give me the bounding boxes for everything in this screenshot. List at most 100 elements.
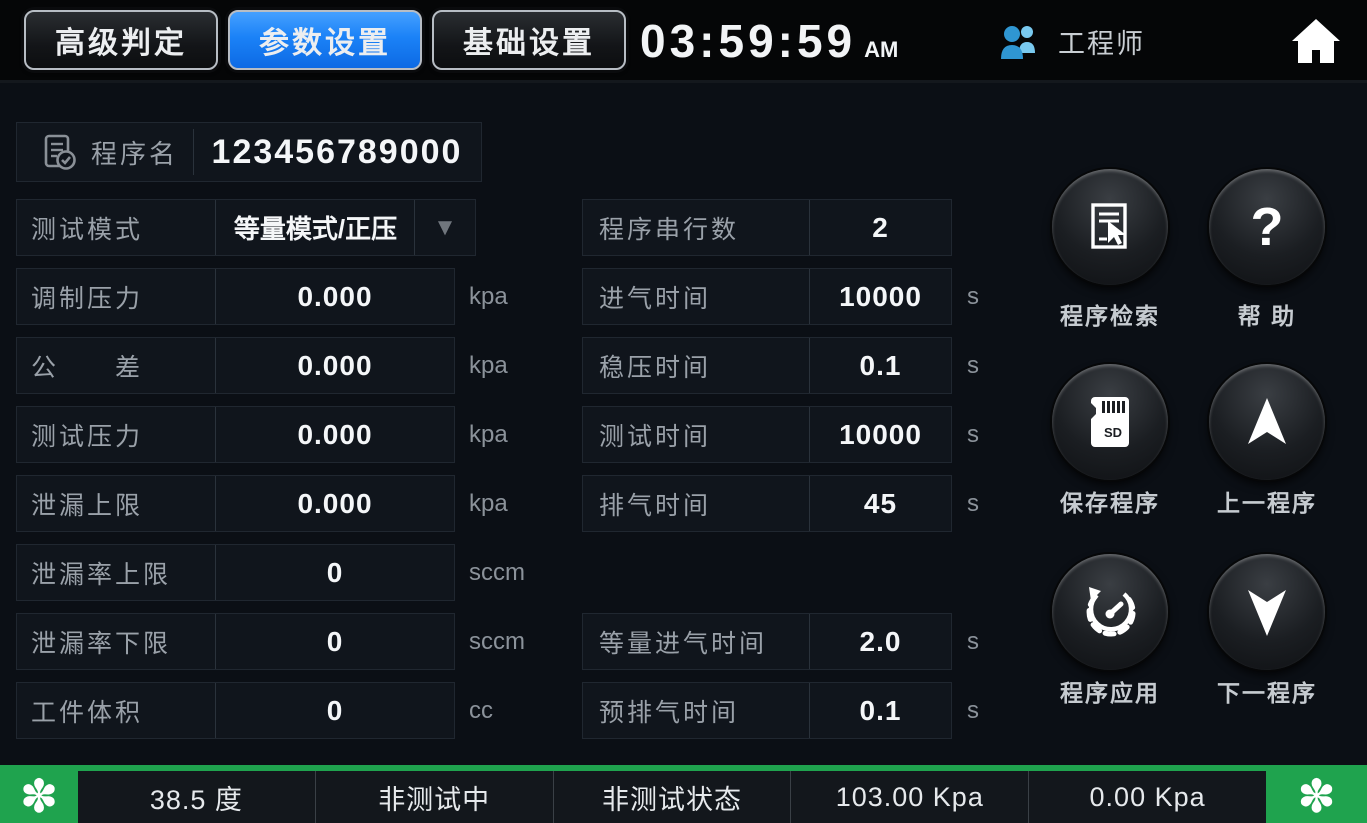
param-label: 测试时间 xyxy=(599,422,712,451)
param-unit: sccm xyxy=(469,627,525,655)
program-name-row: 程序名 123456789000 xyxy=(16,122,482,182)
home-icon xyxy=(1292,19,1340,63)
param-unit: s xyxy=(967,351,979,379)
param-row-intake-time: 进气时间 10000 s xyxy=(582,268,979,325)
param-row-leak-rate-lower: 泄漏率下限 0 sccm xyxy=(16,613,525,670)
param-value-field[interactable]: 2 xyxy=(809,200,951,255)
param-label: 测试压力 xyxy=(31,422,144,451)
clock-time: 03:59:59 xyxy=(640,15,857,67)
param-unit: s xyxy=(967,282,979,310)
help-icon: ? xyxy=(1250,197,1284,257)
program-search-icon xyxy=(1091,203,1127,249)
param-label: 工件体积 xyxy=(31,698,144,727)
save-program-label: 保存程序 xyxy=(1060,490,1160,516)
tab-parameter-settings[interactable]: 参数设置 xyxy=(228,10,422,70)
status-lamp-left: ✽ xyxy=(0,765,78,823)
param-unit: s xyxy=(967,420,979,448)
param-value-field[interactable]: 0 xyxy=(215,683,454,738)
divider xyxy=(193,129,194,175)
status-pressure-1: 103.00 Kpa xyxy=(791,771,1030,823)
param-row-test-time: 测试时间 10000 s xyxy=(582,406,979,463)
param-row-stabilize-time: 稳压时间 0.1 s xyxy=(582,337,979,394)
param-label: 等量进气时间 xyxy=(599,629,768,658)
param-label: 泄漏上限 xyxy=(31,491,144,520)
status-lamp-right: ✽ xyxy=(1266,765,1367,823)
status-temperature: 38.5 度 xyxy=(78,771,316,823)
next-program-label: 下一程序 xyxy=(1217,680,1317,706)
param-row-modulation-pressure: 调制压力 0.000 kpa xyxy=(16,268,508,325)
apply-program-button[interactable] xyxy=(1052,554,1168,670)
status-bar-accent-strip xyxy=(0,765,1367,771)
param-unit: sccm xyxy=(469,558,525,586)
program-search-button[interactable] xyxy=(1052,169,1168,285)
param-unit: kpa xyxy=(469,351,508,379)
test-mode-select[interactable]: 等量模式/正压 xyxy=(215,200,415,255)
param-label: 泄漏率下限 xyxy=(31,629,172,658)
status-bar: ✽ 38.5 度 非测试中 非测试状态 103.00 Kpa 0.00 Kpa … xyxy=(0,765,1367,823)
status-segments: 38.5 度 非测试中 非测试状态 103.00 Kpa 0.00 Kpa xyxy=(78,771,1266,823)
param-unit: s xyxy=(967,696,979,724)
sd-card-icon: SD xyxy=(1091,397,1129,447)
param-row-workpiece-volume: 工件体积 0 cc xyxy=(16,682,493,739)
clover-icon: ✽ xyxy=(1297,770,1336,822)
user-role-label: 工程师 xyxy=(1058,29,1145,59)
param-unit: s xyxy=(967,627,979,655)
users-icon xyxy=(1001,25,1035,59)
param-value-field[interactable]: 0 xyxy=(215,614,454,669)
param-value-field[interactable]: 0 xyxy=(215,545,454,600)
param-label: 调制压力 xyxy=(31,284,144,313)
status-pressure-2: 0.00 Kpa xyxy=(1089,781,1206,812)
param-unit: cc xyxy=(469,696,493,724)
param-row-leak-rate-upper: 泄漏率上限 0 sccm xyxy=(16,544,525,601)
home-button[interactable] xyxy=(1290,16,1342,66)
param-value-field[interactable]: 0.000 xyxy=(215,476,454,531)
param-label: 排气时间 xyxy=(599,491,712,520)
arrow-down-icon xyxy=(1248,590,1286,636)
prev-program-button[interactable] xyxy=(1209,364,1325,480)
svg-text:SD: SD xyxy=(1104,425,1122,440)
param-row-leak-upper-limit: 泄漏上限 0.000 kpa xyxy=(16,475,508,532)
param-row-tolerance: 公 差 0.000 kpa xyxy=(16,337,508,394)
header-bar: 高级判定 参数设置 基础设置 03:59:59 AM 工程师 xyxy=(0,0,1367,83)
help-button[interactable]: ? xyxy=(1209,169,1325,285)
param-row-pre-exhaust-time: 预排气时间 0.1 s xyxy=(582,682,979,739)
dropdown-caret-icon[interactable]: ▼ xyxy=(414,200,475,255)
param-row-test-pressure: 测试压力 0.000 kpa xyxy=(16,406,508,463)
next-program-button[interactable] xyxy=(1209,554,1325,670)
param-label: 预排气时间 xyxy=(599,698,740,727)
param-unit: kpa xyxy=(469,420,508,448)
param-label: 进气时间 xyxy=(599,284,712,313)
prev-program-label: 上一程序 xyxy=(1217,490,1317,516)
program-name-label: 程序名 xyxy=(91,138,179,169)
program-search-label: 程序检索 xyxy=(1060,303,1160,329)
tab-basic-settings[interactable]: 基础设置 xyxy=(432,10,626,70)
status-test-running: 非测试中 xyxy=(316,771,554,823)
param-value-field[interactable]: 2.0 xyxy=(809,614,951,669)
param-label: 泄漏率上限 xyxy=(31,560,172,589)
param-value-field[interactable]: 10000 xyxy=(809,269,951,324)
param-value-field[interactable]: 0.1 xyxy=(809,338,951,393)
param-value-field[interactable]: 0.1 xyxy=(809,683,951,738)
save-program-button[interactable]: SD xyxy=(1052,364,1168,480)
param-value-field[interactable]: 0.000 xyxy=(215,269,454,324)
arrow-up-icon xyxy=(1248,398,1286,444)
param-row-test-mode: 测试模式 等量模式/正压 ▼ xyxy=(16,199,476,256)
clock-meridiem: AM xyxy=(864,37,899,62)
tab-advanced-judgment[interactable]: 高级判定 xyxy=(24,10,218,70)
status-test-state: 非测试状态 xyxy=(554,771,792,823)
param-value-field[interactable]: 45 xyxy=(809,476,951,531)
param-unit: kpa xyxy=(469,282,508,310)
param-value-field[interactable]: 0.000 xyxy=(215,407,454,462)
param-label: 稳压时间 xyxy=(599,353,712,382)
help-label: 帮 助 xyxy=(1237,303,1297,329)
param-label: 程序串行数 xyxy=(599,215,740,244)
param-label: 公 差 xyxy=(31,353,144,382)
param-label: 测试模式 xyxy=(31,215,144,244)
program-name-field[interactable]: 123456789000 xyxy=(211,132,463,171)
param-value-field[interactable]: 0.000 xyxy=(215,338,454,393)
param-value-field[interactable]: 10000 xyxy=(809,407,951,462)
program-doc-check-icon xyxy=(39,133,79,178)
param-unit: s xyxy=(967,489,979,517)
user-group[interactable]: 工程师 xyxy=(998,22,1145,61)
